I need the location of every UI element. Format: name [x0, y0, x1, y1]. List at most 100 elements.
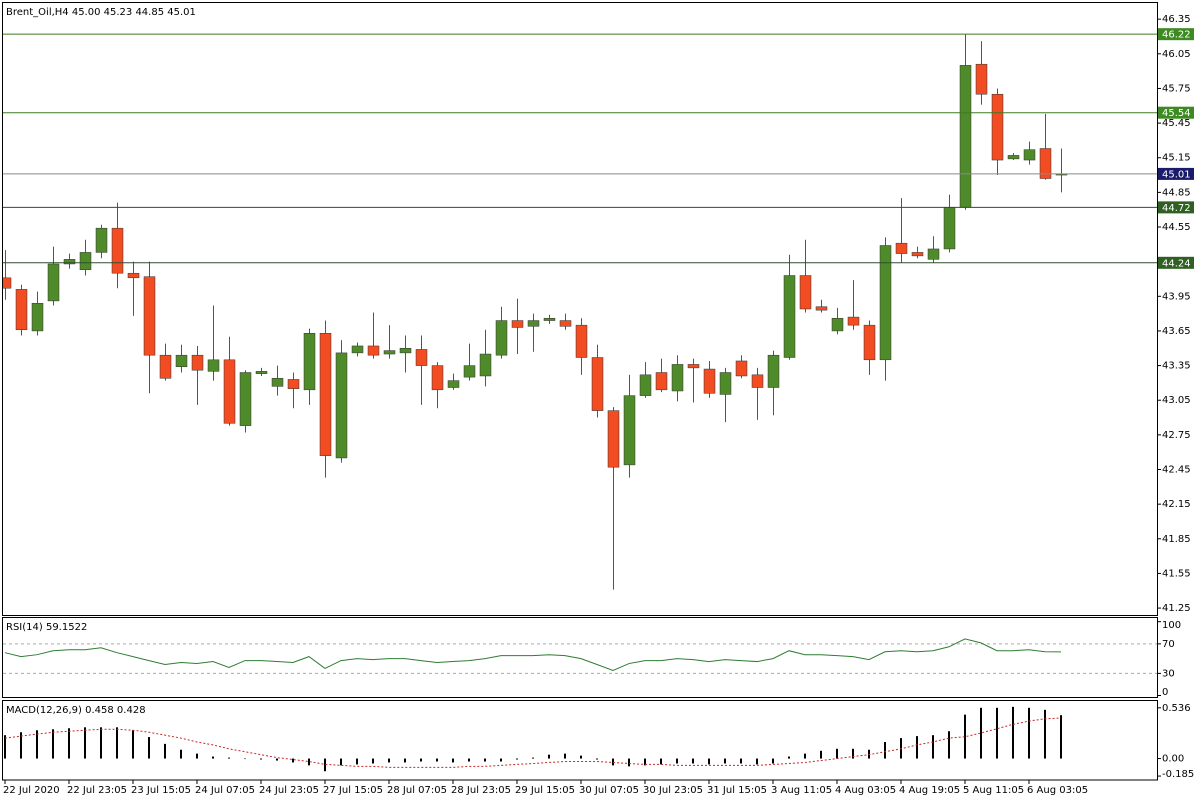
- candle-body: [31, 302, 44, 332]
- pane-title: Brent_Oil,H4 45.00 45.23 44.85 45.01: [6, 7, 196, 18]
- candle-body: [687, 364, 700, 369]
- histogram-bar: [324, 758, 326, 772]
- candle-body: [783, 275, 796, 358]
- candle-body: [463, 365, 476, 378]
- x-tick-label: 30 Jul 23:05: [643, 785, 703, 796]
- candle-body: [447, 380, 460, 388]
- candle-body: [639, 374, 652, 396]
- y-tick-label: 0.536: [1162, 703, 1191, 714]
- histogram-bar: [516, 758, 518, 760]
- y-tick-label: 44.85: [1162, 187, 1191, 198]
- histogram-bar: [836, 748, 838, 759]
- level-box: [1158, 106, 1194, 119]
- y-tick-label: 42.45: [1162, 465, 1191, 476]
- histogram-bar: [276, 758, 278, 761]
- histogram-bar: [804, 753, 806, 759]
- y-tick-label: 43.05: [1162, 395, 1191, 406]
- x-tick-label: 28 Jul 23:05: [451, 785, 511, 796]
- x-tick-label: 22 Jul 2020: [3, 785, 60, 796]
- macd-pane: [4, 706, 1062, 772]
- y-tick-label: 42.15: [1162, 499, 1191, 510]
- candle-body: [15, 289, 28, 331]
- x-tick-label: 4 Aug 19:05: [899, 785, 960, 796]
- y-tick-label: 43.35: [1162, 361, 1191, 372]
- histogram-bar: [388, 758, 390, 763]
- level-box: [1158, 256, 1194, 269]
- candle-body: [1007, 155, 1020, 160]
- candle-body: [495, 320, 508, 356]
- x-tick-label: 3 Aug 11:05: [771, 785, 832, 796]
- candle-body: [111, 227, 124, 274]
- histogram-bar: [180, 749, 182, 759]
- price-pane: [3, 33, 1157, 590]
- candle-body: [191, 354, 204, 371]
- histogram-bar: [740, 758, 742, 764]
- x-tick-label: 5 Aug 11:05: [963, 785, 1024, 796]
- level-box: [1158, 167, 1194, 180]
- candle-body: [335, 352, 348, 459]
- x-tick-label: 30 Jul 07:05: [579, 785, 639, 796]
- histogram-bar: [436, 758, 438, 762]
- histogram-bar: [132, 730, 134, 759]
- histogram-bar: [68, 728, 70, 759]
- histogram-bar: [260, 758, 262, 760]
- y-tick-label: 43.65: [1162, 326, 1191, 337]
- pane-title: MACD(12,26,9) 0.458 0.428: [6, 705, 146, 716]
- y-tick-label: 45.45: [1162, 118, 1191, 129]
- candle-body: [3, 277, 12, 289]
- x-tick-label: 23 Jul 15:05: [131, 785, 191, 796]
- candle-body: [623, 395, 636, 466]
- candle-body: [943, 207, 956, 250]
- candle-body: [399, 348, 412, 354]
- candle-body: [879, 245, 892, 361]
- candle-body: [927, 248, 940, 260]
- histogram-bar: [1012, 706, 1014, 759]
- candle-body: [735, 360, 748, 377]
- x-tick-label: 22 Jul 23:05: [67, 785, 127, 796]
- histogram-bar: [4, 735, 6, 759]
- y-tick-label: 43.95: [1162, 291, 1191, 302]
- histogram-bar: [372, 758, 374, 764]
- x-tick-label: 24 Jul 23:05: [259, 785, 319, 796]
- level-label: 45.54: [1162, 108, 1191, 119]
- candle-body: [319, 332, 332, 456]
- histogram-bar: [20, 732, 22, 759]
- candle-body: [511, 320, 524, 328]
- histogram-bar: [1044, 709, 1046, 759]
- histogram-bar: [244, 758, 246, 760]
- level-label: 44.24: [1162, 258, 1191, 269]
- candle-body: [95, 227, 108, 253]
- y-tick-label: 42.75: [1162, 430, 1191, 441]
- histogram-bar: [772, 758, 774, 764]
- candle-body: [863, 324, 876, 361]
- candle-body: [431, 365, 444, 391]
- candle-body: [959, 65, 972, 208]
- histogram-bar: [164, 743, 166, 759]
- candle-body: [79, 252, 92, 270]
- histogram-bar: [452, 758, 454, 763]
- level-label: 45.01: [1162, 169, 1191, 180]
- candle-body: [63, 259, 76, 265]
- histogram-bar: [788, 756, 790, 759]
- histogram-bar: [292, 758, 294, 763]
- candle-body: [751, 374, 764, 388]
- candle-body: [47, 263, 60, 302]
- candle-body: [975, 63, 988, 95]
- histogram-bar: [404, 758, 406, 763]
- candle-body: [271, 378, 284, 387]
- y-tick-label: 45.15: [1162, 153, 1191, 164]
- candle-body: [847, 316, 860, 326]
- candle-body: [1039, 148, 1052, 179]
- histogram-bar: [676, 758, 678, 764]
- candle-body: [911, 252, 924, 257]
- pane-title: RSI(14) 59.1522: [6, 622, 87, 633]
- histogram-bar: [500, 758, 502, 762]
- candle-body: [415, 349, 428, 366]
- candle-body: [591, 357, 604, 411]
- histogram-bar: [1060, 715, 1062, 759]
- candle-body: [559, 320, 572, 327]
- candle-body: [719, 372, 732, 395]
- y-tick-label: 46.05: [1162, 49, 1191, 60]
- level-label: 44.72: [1162, 203, 1191, 214]
